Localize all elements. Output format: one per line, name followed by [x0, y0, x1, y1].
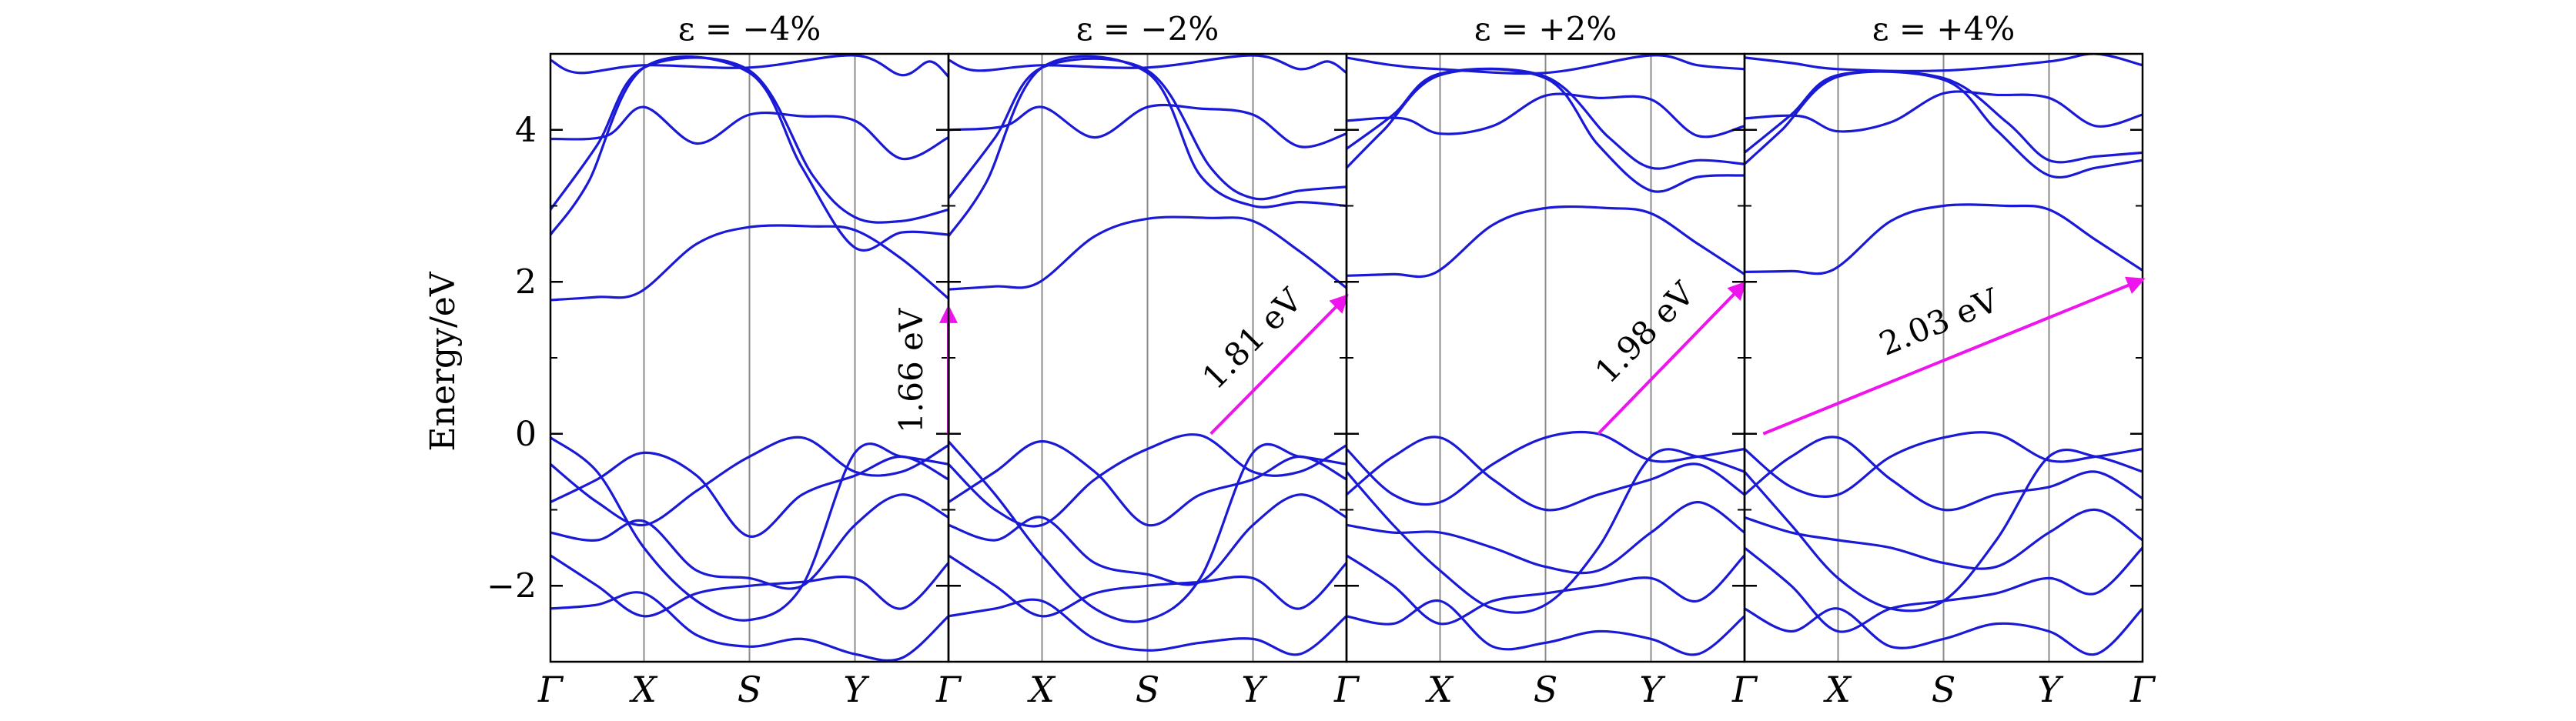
conduction-band-line [948, 103, 1347, 149]
y-tick-label: −2 [487, 566, 537, 606]
bands [1347, 54, 1745, 656]
conduction-band-line [550, 105, 948, 161]
conduction-band-line [1745, 70, 2143, 164]
conduction-band-line [1745, 90, 2143, 133]
valence-band-line [1347, 430, 1745, 506]
x-tick-label: Γ [1731, 669, 1758, 710]
valence-band-line [1745, 431, 2143, 498]
conduction-band-line [1347, 54, 1745, 75]
valence-band-line [1745, 546, 2143, 633]
valence-band-line [948, 433, 1347, 528]
panel-4: X S Y Γε = +4% 2.03 eV [1743, 10, 2156, 710]
x-tick-label: Γ [1333, 669, 1360, 710]
valence-band-line [1347, 500, 1745, 575]
valence-band-line [1745, 449, 2143, 613]
y-tick-label: 2 [515, 262, 537, 302]
valence-band-line [550, 591, 948, 662]
x-tick-label: Y [2037, 669, 2064, 710]
x-tick-label: X [1425, 669, 1454, 710]
conduction-band-line [948, 54, 1347, 75]
x-tick-label: X [1027, 669, 1056, 710]
valence-band-line [948, 439, 1347, 527]
conduction-band-line [948, 215, 1347, 291]
y-tick-label: 4 [515, 111, 537, 150]
x-tick-label: Y [843, 669, 870, 710]
valence-band-line [1347, 448, 1745, 614]
conduction-band-line [550, 54, 948, 78]
x-tick-label: S [738, 669, 762, 710]
conduction-band-line [550, 224, 948, 302]
valence-band-line [550, 554, 948, 618]
conduction-band-line [550, 55, 948, 252]
conduction-band-line [948, 55, 1347, 237]
valence-band-line [948, 598, 1347, 656]
panel-title: ε = +4% [1872, 10, 2015, 48]
panel-2: X S Y Γε = −2%1.81 eV [947, 10, 1360, 710]
x-tick-label: S [1932, 669, 1956, 710]
valence-band-line [1745, 508, 2143, 570]
bands [1745, 54, 2143, 656]
x-tick-label: Γ [537, 669, 564, 710]
valence-band-line [550, 436, 948, 526]
x-tick-label: Y [1241, 669, 1268, 710]
valence-band-line [948, 554, 1347, 618]
gap-label: 2.03 eV [1874, 281, 2004, 363]
gap-arrow [1762, 276, 2146, 436]
gap-arrow [1209, 294, 1349, 436]
valence-band-line [948, 493, 1347, 586]
valence-band-line [1745, 607, 2143, 656]
x-tick-label: Γ [2129, 669, 2156, 710]
valence-band-line [550, 493, 948, 590]
panel-3: X S Y Γε = +2% 1.98 eV [1345, 10, 1758, 710]
x-tick-label: Y [1639, 669, 1666, 710]
gap-label: 1.98 eV [1587, 275, 1702, 391]
y-axis-label: Energy/eV [423, 271, 463, 451]
conduction-band-line [1347, 68, 1745, 193]
bands [948, 54, 1347, 656]
conduction-band-line [1347, 205, 1745, 279]
valence-band-line [1347, 599, 1745, 656]
panel-title: ε = −4% [678, 10, 821, 48]
conduction-band-line [550, 56, 948, 224]
panel-title: ε = −2% [1076, 10, 1219, 48]
x-tick-label: X [629, 669, 658, 710]
y-tick-label: 0 [515, 415, 537, 454]
gap-arrow [1597, 281, 1747, 436]
x-tick-label: X [1823, 669, 1852, 710]
valence-band-line [550, 436, 948, 622]
panel-1: Γ X S Y Γε = −4% 1.66 eV [537, 10, 962, 710]
conduction-band-line [1347, 92, 1745, 139]
conduction-band-line [1745, 70, 2143, 179]
valence-band-line [948, 440, 1347, 623]
x-tick-label: Γ [935, 669, 962, 710]
x-tick-label: S [1136, 669, 1160, 710]
conduction-band-line [1745, 203, 2143, 275]
panels-group: Γ X S Y Γε = −4%1.66 eVX S Y Γε = −2%1.81 eVX S Y… [487, 10, 2156, 710]
valence-band-line [1347, 554, 1745, 626]
valence-band-line [550, 451, 948, 538]
conduction-band-line [1347, 67, 1745, 170]
valence-band-line [1745, 436, 2143, 512]
gap-label: 1.66 eV [892, 308, 930, 433]
panel-title: ε = +2% [1474, 10, 1617, 48]
bands [550, 54, 948, 662]
valence-band-line [1347, 436, 1745, 512]
x-tick-label: S [1534, 669, 1558, 710]
